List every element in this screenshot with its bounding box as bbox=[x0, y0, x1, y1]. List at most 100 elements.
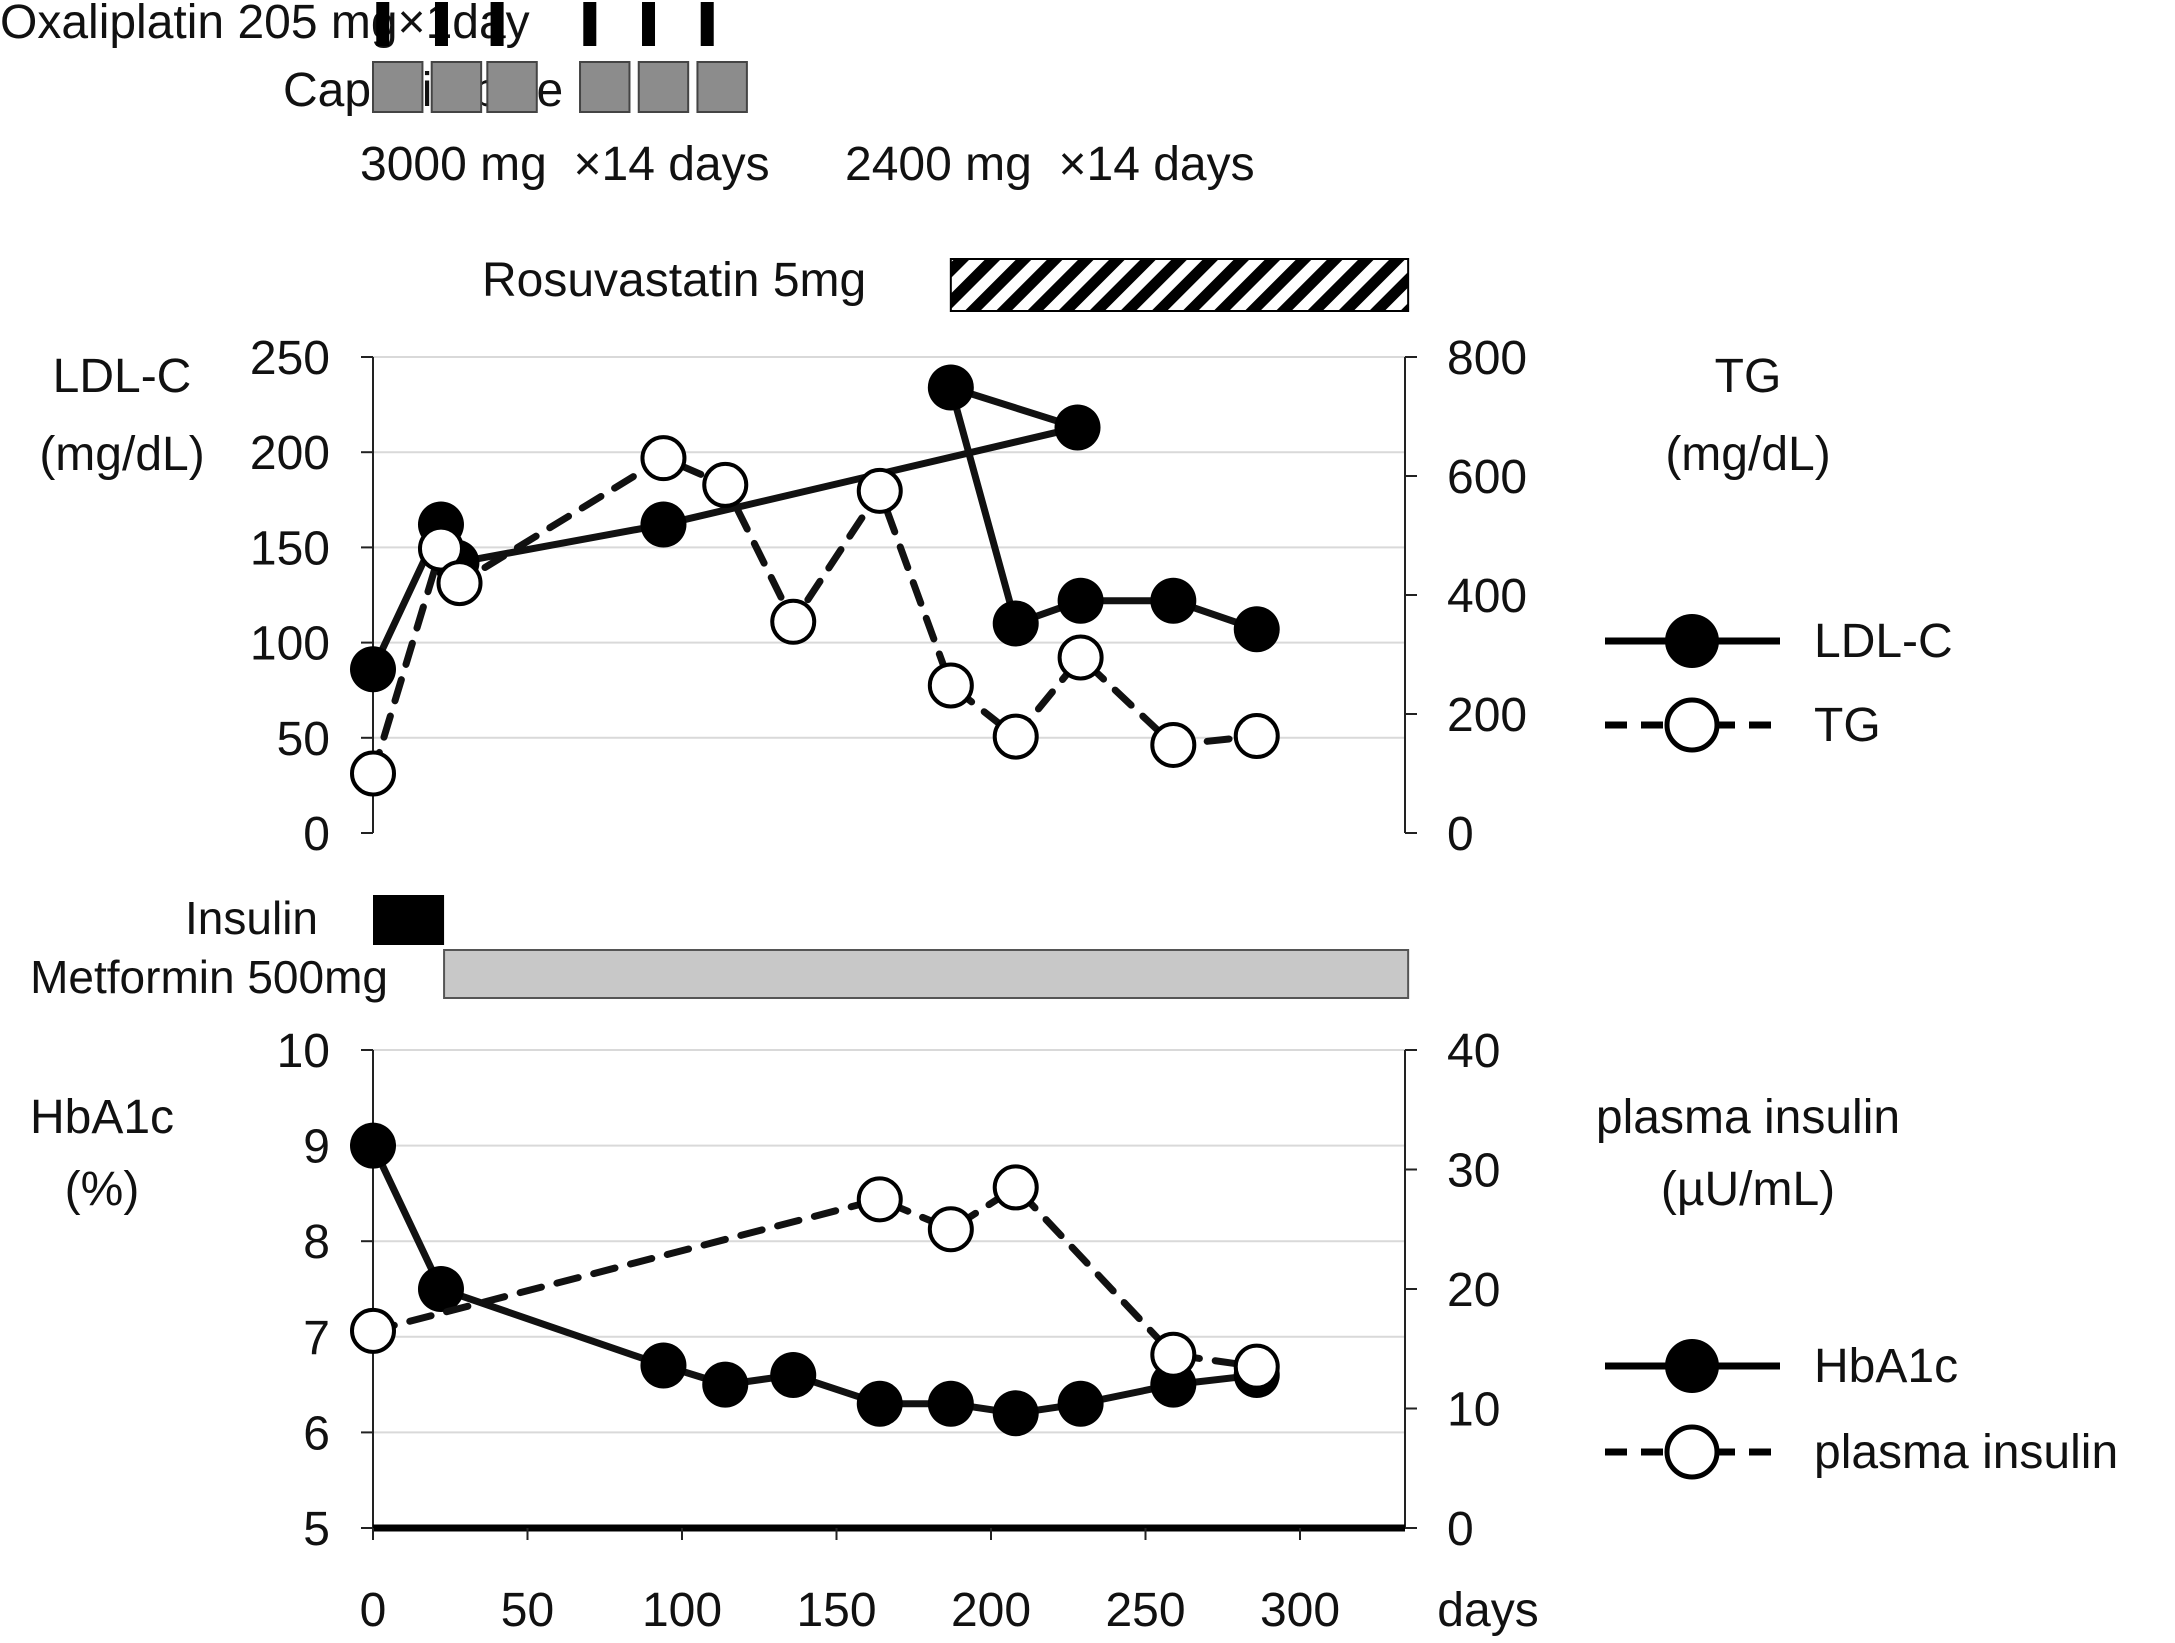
metformin-bar bbox=[443, 949, 1410, 999]
ldl-axis-title: LDL-C bbox=[53, 350, 192, 403]
tg-point bbox=[350, 750, 396, 797]
ldl-c-point bbox=[640, 501, 687, 548]
x-tick-label: 150 bbox=[796, 1584, 876, 1637]
hba1c-point bbox=[640, 1342, 687, 1389]
x-tick-label: 200 bbox=[951, 1584, 1031, 1637]
hba1c-axis-title: HbA1c bbox=[30, 1091, 174, 1144]
hba1c-point bbox=[927, 1380, 974, 1427]
dose-2400-label: 2400 mg ×14 days bbox=[845, 138, 1255, 191]
lipid-legend: LDL-C TG bbox=[1605, 614, 1953, 753]
tg-point bbox=[992, 713, 1039, 760]
glycemic-series bbox=[350, 1122, 1280, 1437]
x-tick-label: 50 bbox=[501, 1584, 554, 1637]
glycemic-right-tick-label: 20 bbox=[1447, 1264, 1500, 1317]
x-tick-label: 100 bbox=[642, 1584, 722, 1637]
glycemic-left-tick-label: 5 bbox=[303, 1503, 330, 1556]
lipid-right-tick-label: 200 bbox=[1447, 689, 1527, 742]
glycemic-legend: HbA1c plasma insulin bbox=[1605, 1339, 2118, 1480]
ldl-c-point bbox=[927, 364, 974, 411]
capecitabine-course-bar bbox=[696, 61, 748, 113]
tg-axis-unit: (mg/dL) bbox=[1665, 428, 1830, 481]
tg-point bbox=[702, 461, 749, 508]
plasma-insulin-point bbox=[992, 1164, 1039, 1211]
hba1c-point bbox=[770, 1352, 817, 1399]
lipid-left-tick-label: 0 bbox=[303, 808, 330, 861]
tg-axis-title: TG bbox=[1715, 350, 1782, 403]
legend-insulin-label: plasma insulin bbox=[1814, 1426, 2118, 1479]
tg-point bbox=[856, 467, 903, 514]
legend-hba1c-label: HbA1c bbox=[1814, 1340, 1958, 1393]
tg-point bbox=[770, 598, 817, 645]
lipid-left-tick-label: 150 bbox=[250, 522, 330, 575]
plasma-insulin-point bbox=[350, 1307, 396, 1354]
lipid-left-tick-label: 100 bbox=[250, 618, 330, 671]
glycemic-gridlines bbox=[373, 1049, 1405, 1434]
hba1c-axis-unit: (%) bbox=[65, 1163, 140, 1216]
hba1c-point bbox=[1057, 1380, 1104, 1427]
oxaliplatin-dose-bar bbox=[376, 2, 390, 46]
legend-ldl-marker bbox=[1665, 614, 1719, 668]
glycemic-right-tick-label: 10 bbox=[1447, 1384, 1500, 1437]
glycemic-panel: 5 6 7 8 9 10 0 10 20 30 40 HbA1c (%) plasma insuli… bbox=[30, 1025, 2118, 1556]
tg-point bbox=[1057, 634, 1104, 681]
insulin-therapy-bar bbox=[373, 895, 445, 945]
capecitabine-course-bar bbox=[486, 61, 538, 113]
plasma-insulin-point bbox=[1233, 1343, 1280, 1390]
tg-point bbox=[1233, 713, 1280, 760]
lipid-left-tick-label: 50 bbox=[277, 713, 330, 766]
glycemic-left-tick-label: 6 bbox=[303, 1407, 330, 1460]
lipid-right-tick-label: 400 bbox=[1447, 570, 1527, 623]
metformin-label: Metformin 500mg bbox=[30, 951, 388, 1003]
glycemic-right-tick-label: 0 bbox=[1447, 1503, 1474, 1556]
tg-point bbox=[927, 662, 974, 709]
lipid-series bbox=[350, 364, 1280, 797]
legend-ldl-label: LDL-C bbox=[1814, 615, 1953, 668]
x-axis-unit-label: days bbox=[1437, 1584, 1538, 1637]
lipid-left-tick-label: 200 bbox=[250, 427, 330, 480]
ldl-c-point bbox=[1150, 577, 1197, 624]
oxaliplatin-dose-bar bbox=[642, 2, 656, 46]
ldl-c-point bbox=[1057, 577, 1104, 624]
capecitabine-course-bar bbox=[372, 61, 424, 113]
oxaliplatin-dose-bar bbox=[490, 2, 504, 46]
glycemic-left-tick-label: 9 bbox=[303, 1121, 330, 1174]
plasma-insulin-point bbox=[927, 1206, 974, 1253]
ldl-c-point bbox=[1233, 606, 1280, 653]
capecitabine-course-bar bbox=[430, 61, 483, 113]
capecitabine-course-bar bbox=[637, 61, 690, 113]
glycemic-right-tick-label: 30 bbox=[1447, 1145, 1500, 1198]
lipid-ticks: 0 50 100 150 200 250 0 200 400 600 800 bbox=[250, 332, 1527, 861]
x-axis-ticks: 0 50 100 150 200 250 300 bbox=[360, 1528, 1340, 1637]
lipid-right-tick-label: 600 bbox=[1447, 451, 1527, 504]
hba1c-point bbox=[702, 1361, 749, 1408]
x-tick-label: 300 bbox=[1260, 1584, 1340, 1637]
lipid-gridlines bbox=[373, 356, 1405, 739]
plasma-insulin-point bbox=[1150, 1331, 1197, 1378]
ldl-c-point bbox=[350, 646, 396, 693]
lipid-left-tick-label: 250 bbox=[250, 332, 330, 385]
glycemic-left-tick-label: 10 bbox=[277, 1025, 330, 1078]
lipid-panel: 0 50 100 150 200 250 0 200 400 600 800 LDL-C (mg/d… bbox=[39, 332, 1952, 861]
glycemic-left-tick-label: 8 bbox=[303, 1216, 330, 1269]
x-tick-label: 0 bbox=[360, 1584, 387, 1637]
insulin-axis-unit: (µU/mL) bbox=[1661, 1163, 1835, 1216]
tg-point bbox=[436, 560, 483, 607]
plasma-insulin-point bbox=[856, 1176, 903, 1223]
ldl-c-point bbox=[992, 600, 1039, 647]
oxaliplatin-dose-bar bbox=[434, 2, 448, 46]
insulin-therapy-label: Insulin bbox=[185, 892, 318, 944]
tg-point bbox=[640, 435, 687, 482]
legend-hba1c-marker bbox=[1665, 1339, 1719, 1393]
insulin-axis-title: plasma insulin bbox=[1596, 1091, 1900, 1144]
hba1c-point bbox=[856, 1380, 903, 1427]
hba1c-point bbox=[992, 1390, 1039, 1437]
oxaliplatin-dose-bar bbox=[583, 2, 597, 46]
regimen-bars bbox=[372, 2, 1410, 999]
glycemic-right-tick-label: 40 bbox=[1447, 1025, 1500, 1078]
hba1c-point bbox=[350, 1122, 396, 1169]
hba1c-point bbox=[417, 1266, 464, 1312]
legend-insulin-marker bbox=[1664, 1424, 1720, 1480]
rosuvastatin-label: Rosuvastatin 5mg bbox=[482, 254, 866, 307]
legend-tg-marker bbox=[1664, 697, 1720, 753]
